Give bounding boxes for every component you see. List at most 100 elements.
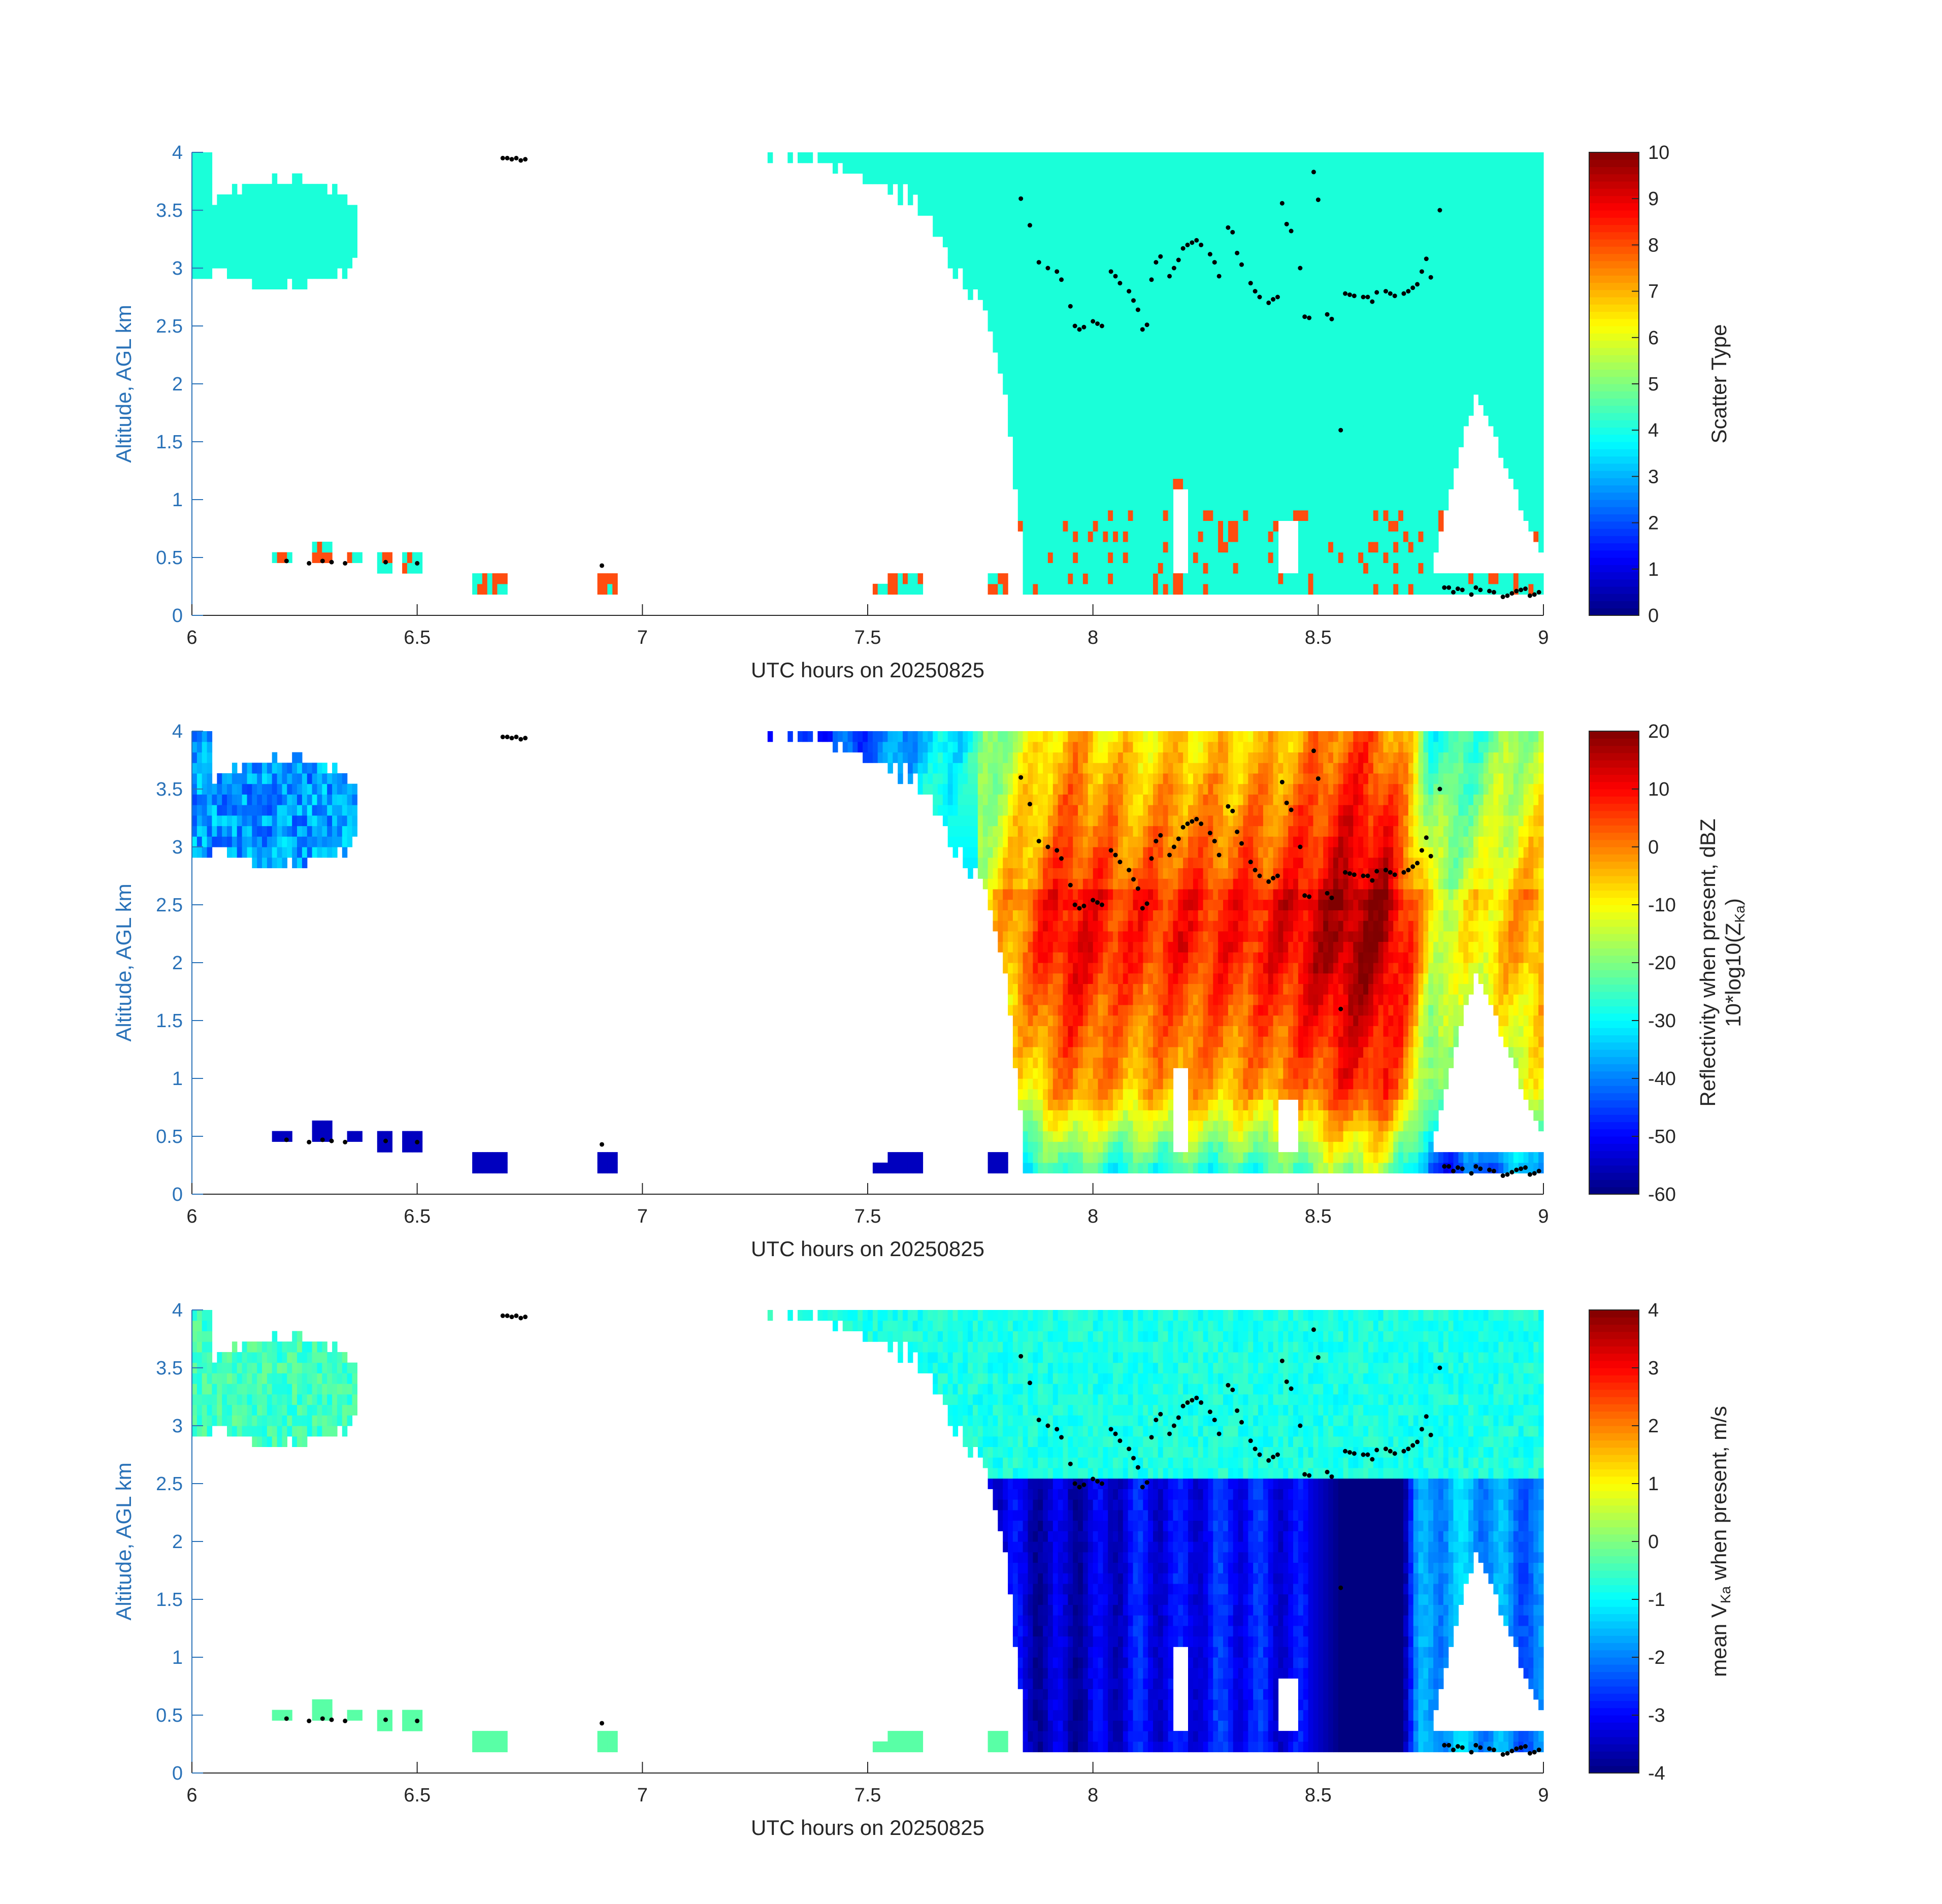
heatmap-cell: [958, 184, 963, 195]
heatmap-cell: [958, 205, 963, 216]
heatmap-cell: [1088, 226, 1094, 237]
heatmap-cell: [1003, 363, 1008, 374]
heatmap-cell: [1008, 415, 1013, 426]
heatmap-cell: [1318, 363, 1324, 374]
heatmap-cell: [1253, 152, 1259, 163]
heatmap-cell: [1528, 247, 1534, 258]
heatmap-cell: [1033, 205, 1038, 216]
heatmap-cell: [1273, 583, 1279, 595]
heatmap-cell: [282, 184, 287, 195]
heatmap-cell: [1003, 173, 1008, 184]
heatmap-cell: [1268, 447, 1274, 458]
heatmap-cell: [1088, 436, 1094, 447]
heatmap-cell: [1052, 573, 1059, 584]
heatmap-cell: [903, 162, 908, 174]
heatmap-cell: [1193, 278, 1199, 289]
heatmap-cell: [1017, 394, 1024, 405]
heatmap-cell: [1193, 552, 1199, 563]
heatmap-cell: [1288, 415, 1294, 426]
heatmap-cell: [1017, 489, 1024, 500]
heatmap-cell: [1333, 363, 1339, 374]
heatmap-cell: [1047, 520, 1054, 532]
heatmap-cell: [1328, 468, 1334, 479]
heatmap-cell: [1433, 184, 1439, 195]
heatmap-cell: [1343, 331, 1349, 342]
heatmap-cell: [998, 278, 1003, 289]
heatmap-cell: [1223, 478, 1229, 489]
heatmap-cell: [1228, 320, 1234, 332]
heatmap-cell: [973, 257, 978, 269]
heatmap-cell: [1278, 162, 1283, 174]
heatmap-cell: [1223, 415, 1229, 426]
heatmap-cell: [202, 257, 208, 269]
heatmap-cell: [1017, 152, 1024, 163]
heatmap-cell: [1478, 394, 1484, 405]
heatmap-cell: [1023, 162, 1029, 174]
heatmap-cell: [1523, 268, 1529, 279]
heatmap-cell: [1168, 552, 1174, 563]
heatmap-cell: [1268, 320, 1274, 332]
heatmap-cell: [1428, 300, 1434, 311]
heatmap-cell: [1418, 478, 1424, 489]
heatmap-cell: [1458, 184, 1464, 195]
heatmap-cell: [1283, 173, 1289, 184]
heatmap-cell: [1028, 415, 1033, 426]
heatmap-cell: [1388, 236, 1394, 248]
heatmap-cell: [1123, 352, 1129, 364]
heatmap-cell: [1328, 394, 1334, 405]
heatmap-cell: [1343, 415, 1349, 426]
heatmap-cell: [1413, 320, 1419, 332]
heatmap-cell: [1338, 152, 1344, 163]
heatmap-cell: [1123, 415, 1129, 426]
heatmap-cell: [302, 257, 308, 269]
heatmap-cell: [1523, 236, 1529, 248]
heatmap-cell: [347, 205, 353, 216]
heatmap-cell: [1298, 194, 1304, 206]
heatmap-cell: [1473, 247, 1479, 258]
heatmap-cell: [1103, 205, 1108, 216]
heatmap-cell: [1248, 583, 1254, 595]
heatmap-cell: [1303, 394, 1309, 405]
heatmap-cell: [1253, 342, 1259, 353]
heatmap-cell: [1458, 205, 1464, 216]
heatmap-cell: [1388, 531, 1394, 542]
heatmap-cell: [1123, 215, 1129, 226]
heatmap-cell: [1098, 552, 1103, 563]
heatmap-cell: [1273, 310, 1279, 321]
heatmap-cell: [1363, 247, 1369, 258]
heatmap-cell: [1168, 510, 1174, 521]
heatmap-cell: [482, 583, 488, 595]
heatmap-cell: [1228, 384, 1234, 395]
heatmap-cell: [1448, 320, 1454, 332]
heatmap-cell: [1068, 468, 1073, 479]
heatmap-cell: [1103, 278, 1108, 289]
heatmap-cell: [1488, 352, 1494, 364]
heatmap-cell: [1278, 173, 1283, 184]
heatmap-cell: [1228, 194, 1234, 206]
heatmap-cell: [1343, 236, 1349, 248]
heatmap-cell: [1208, 394, 1213, 405]
cloud-base-dot: [1383, 289, 1388, 294]
heatmap-cell: [1108, 583, 1113, 595]
heatmap-cell: [1253, 583, 1259, 595]
heatmap-cell: [1503, 268, 1509, 279]
heatmap-cell: [1488, 289, 1494, 300]
heatmap-cell: [998, 320, 1003, 332]
cloud-base-dot: [1108, 269, 1113, 274]
heatmap-cell: [1358, 352, 1364, 364]
heatmap-cell: [1213, 510, 1219, 521]
heatmap-cell: [1363, 384, 1369, 395]
heatmap-cell: [1073, 563, 1078, 574]
heatmap-cell: [1223, 310, 1229, 321]
heatmap-cell: [1423, 478, 1429, 489]
heatmap-cell: [1218, 289, 1224, 300]
heatmap-cell: [1283, 510, 1289, 521]
heatmap-cell: [1248, 247, 1254, 258]
heatmap-cell: [1318, 415, 1324, 426]
heatmap-cell: [307, 257, 313, 269]
heatmap-cell: [1148, 236, 1154, 248]
heatmap-cell: [1128, 563, 1134, 574]
heatmap-cell: [1423, 520, 1429, 532]
heatmap-cell: [1213, 425, 1219, 437]
heatmap-cell: [1163, 436, 1169, 447]
